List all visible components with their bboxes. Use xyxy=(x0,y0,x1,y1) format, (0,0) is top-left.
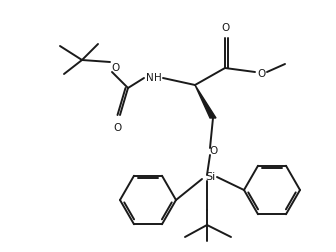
Text: Si: Si xyxy=(205,172,215,182)
Text: H: H xyxy=(154,73,162,83)
Text: O: O xyxy=(257,69,265,79)
Text: N: N xyxy=(146,73,154,83)
Text: O: O xyxy=(221,23,229,33)
Text: O: O xyxy=(209,146,217,156)
Text: O: O xyxy=(114,123,122,133)
Text: O: O xyxy=(112,63,120,73)
Polygon shape xyxy=(195,85,216,118)
